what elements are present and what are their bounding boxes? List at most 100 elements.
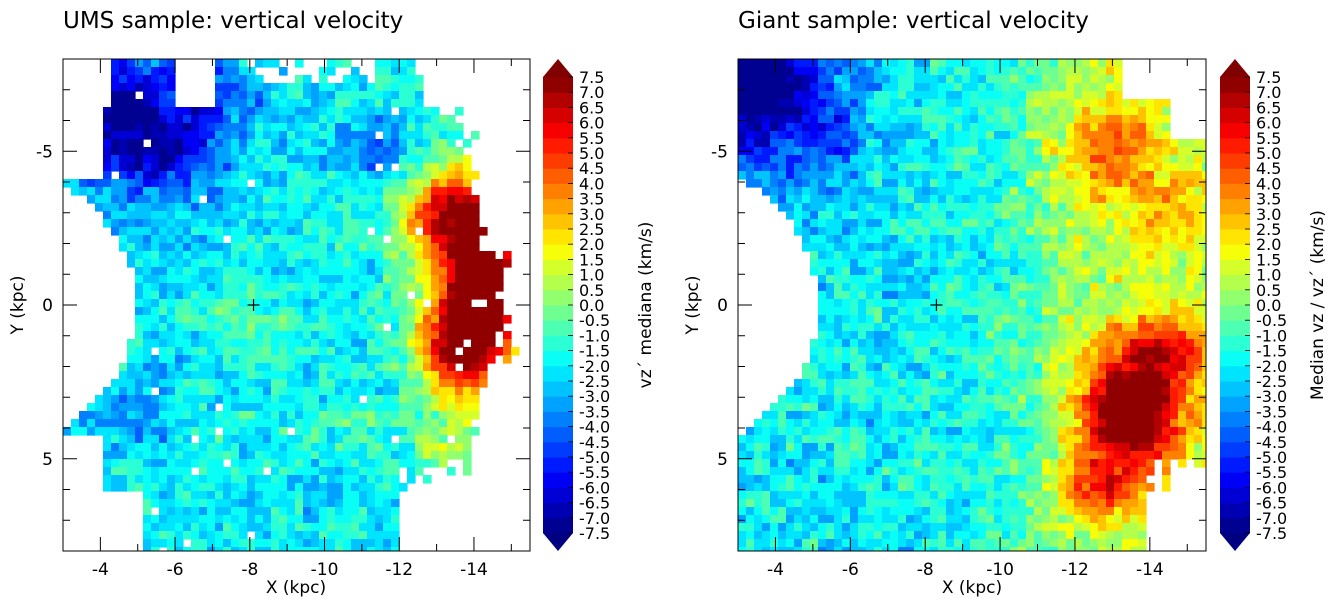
heatmap-cell <box>439 283 448 292</box>
heatmap-cell <box>1002 403 1011 412</box>
heatmap-cell <box>802 371 811 380</box>
heatmap-cell <box>287 379 296 388</box>
heatmap-cell <box>882 267 891 276</box>
heatmap-cell <box>938 419 947 428</box>
heatmap-cell <box>439 243 448 252</box>
heatmap-cell <box>447 203 456 212</box>
heatmap-cell <box>343 315 352 324</box>
heatmap-cell <box>119 427 128 436</box>
heatmap-cell <box>1042 339 1051 348</box>
heatmap-cell <box>738 83 747 92</box>
heatmap-cell <box>1002 227 1011 236</box>
heatmap-cell <box>127 483 136 492</box>
heatmap-cell <box>1042 147 1051 156</box>
heatmap-cell <box>407 443 416 452</box>
heatmap-cell <box>231 235 240 244</box>
heatmap-cell <box>1026 139 1035 148</box>
heatmap-cell <box>1042 251 1051 260</box>
heatmap-cell <box>327 531 336 540</box>
heatmap-cell <box>263 355 272 364</box>
heatmap-cell <box>423 379 432 388</box>
heatmap-cell <box>295 371 304 380</box>
heatmap-cell <box>399 291 408 300</box>
heatmap-cell <box>1026 243 1035 252</box>
heatmap-cell <box>986 323 995 332</box>
heatmap-cell <box>762 443 771 452</box>
heatmap-cell <box>1042 379 1051 388</box>
heatmap-cell <box>151 395 160 404</box>
heatmap-cell <box>311 91 320 100</box>
heatmap-cell <box>391 123 400 132</box>
heatmap-cell <box>978 235 987 244</box>
heatmap-cell <box>239 67 248 76</box>
heatmap-cell <box>119 131 128 140</box>
heatmap-cell <box>746 443 755 452</box>
heatmap-cell <box>295 451 304 460</box>
heatmap-cell <box>962 179 971 188</box>
heatmap-cell <box>794 195 803 204</box>
heatmap-cell <box>874 275 883 284</box>
heatmap-cell <box>151 355 160 364</box>
heatmap-cell <box>383 59 392 68</box>
heatmap-cell <box>407 139 416 148</box>
heatmap-cell <box>375 291 384 300</box>
heatmap-cell <box>175 203 184 212</box>
heatmap-cell <box>191 123 200 132</box>
heatmap-cell <box>303 403 312 412</box>
heatmap-cell <box>954 139 963 148</box>
heatmap-cell <box>882 211 891 220</box>
heatmap-cell <box>898 67 907 76</box>
heatmap-cell <box>391 219 400 228</box>
heatmap-cell <box>271 299 280 308</box>
heatmap-cell <box>391 187 400 196</box>
heatmap-cell <box>247 331 256 340</box>
heatmap-cell <box>407 211 416 220</box>
heatmap-cell <box>279 475 288 484</box>
heatmap-cell <box>263 275 272 284</box>
heatmap-cell <box>906 59 915 68</box>
heatmap-cell <box>970 107 979 116</box>
heatmap-cell <box>874 443 883 452</box>
heatmap-cell <box>159 203 168 212</box>
heatmap-cell <box>762 187 771 196</box>
heatmap-cell <box>231 131 240 140</box>
heatmap-cell <box>882 435 891 444</box>
heatmap-cell <box>978 307 987 316</box>
heatmap-cell <box>439 203 448 212</box>
heatmap-cell <box>842 171 851 180</box>
heatmap-cell <box>994 315 1003 324</box>
heatmap-cell <box>794 147 803 156</box>
heatmap-cell <box>159 411 168 420</box>
heatmap-cell <box>215 147 224 156</box>
heatmap-cell <box>471 195 480 204</box>
heatmap-cell <box>383 403 392 412</box>
heatmap-cell <box>439 395 448 404</box>
heatmap-cell <box>127 347 136 356</box>
heatmap-cell <box>359 347 368 356</box>
heatmap-cell <box>175 419 184 428</box>
heatmap-cell <box>938 475 947 484</box>
heatmap-cell <box>954 355 963 364</box>
heatmap-cell <box>978 179 987 188</box>
heatmap-cell <box>978 123 987 132</box>
heatmap-cell <box>1018 531 1027 540</box>
heatmap-cell <box>311 251 320 260</box>
heatmap-cell <box>986 251 995 260</box>
heatmap-cell <box>207 211 216 220</box>
heatmap-cell <box>223 355 232 364</box>
heatmap-cell <box>175 131 184 140</box>
heatmap-cell <box>255 147 264 156</box>
heatmap-cell <box>770 171 779 180</box>
heatmap-cell <box>962 443 971 452</box>
heatmap-cell <box>834 219 843 228</box>
heatmap-cell <box>159 387 168 396</box>
heatmap-cell <box>770 107 779 116</box>
heatmap-cell <box>175 427 184 436</box>
heatmap-cell <box>818 443 827 452</box>
heatmap-cell <box>447 371 456 380</box>
heatmap-cell <box>287 347 296 356</box>
heatmap-cell <box>135 139 144 148</box>
heatmap-cell <box>1026 171 1035 180</box>
heatmap-cell <box>247 451 256 460</box>
heatmap-cell <box>407 163 416 172</box>
